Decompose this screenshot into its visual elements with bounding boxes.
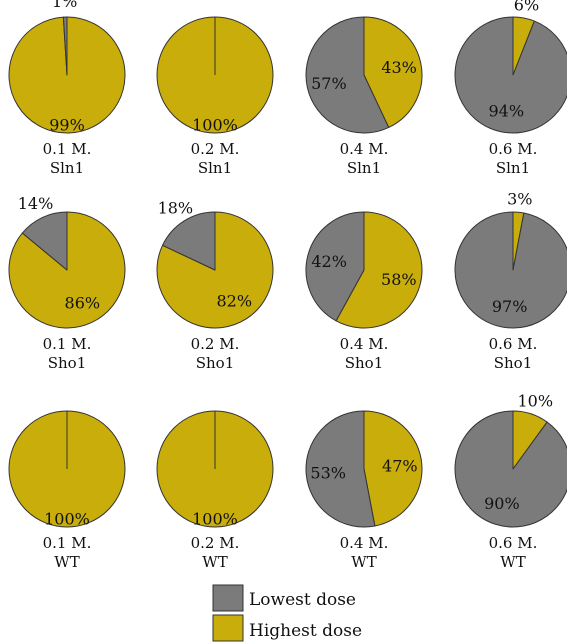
label-highest-dose: 100% — [192, 115, 238, 134]
caption-concentration: 0.6 M. — [489, 335, 538, 353]
slice-highest-dose — [363, 410, 423, 527]
label-highest-dose: 43% — [381, 58, 417, 77]
pie-r2-c3: 58% 42% 0.4 M.Sho1 — [305, 211, 423, 372]
caption-concentration: 0.4 M. — [340, 335, 389, 353]
label-lowest-dose: 1% — [52, 0, 77, 11]
caption-concentration: 0.1 M. — [43, 335, 92, 353]
pie-r1-c4: 6% 94% 0.6 M.Sln1 — [454, 0, 567, 177]
pie-r3-c2: 100% 0.2 M.WT — [156, 410, 274, 571]
label-highest-dose: 82% — [216, 291, 252, 310]
label-highest-dose: 6% — [514, 0, 539, 14]
caption-strain: Sho1 — [494, 354, 533, 372]
caption-strain: Sho1 — [48, 354, 87, 372]
caption-strain: WT — [202, 553, 227, 571]
pie-r1-c2: 100% 0.2 M.Sln1 — [156, 16, 274, 177]
caption-strain: Sln1 — [347, 159, 381, 177]
label-highest-dose: 100% — [192, 509, 238, 528]
label-lowest-dose: 53% — [310, 463, 346, 482]
caption-concentration: 0.6 M. — [489, 534, 538, 552]
legend-swatch-lowest — [212, 584, 244, 612]
legend-label-highest: Highest dose — [249, 621, 362, 641]
label-highest-dose: 58% — [381, 270, 417, 289]
slice-lowest-dose — [305, 211, 365, 322]
slice-lowest-dose — [454, 211, 567, 329]
pie-r2-c2: 82% 18% 0.2 M.Sho1 — [156, 199, 274, 372]
pie-r2-c4: 3% 97% 0.6 M.Sho1 — [454, 189, 567, 372]
caption-concentration: 0.4 M. — [340, 140, 389, 158]
caption-strain: Sln1 — [50, 159, 84, 177]
legend: Lowest dose Highest dose — [212, 584, 362, 642]
caption-concentration: 0.2 M. — [191, 335, 240, 353]
caption-concentration: 0.6 M. — [489, 140, 538, 158]
caption-concentration: 0.2 M. — [191, 534, 240, 552]
label-highest-dose: 100% — [44, 509, 90, 528]
label-highest-dose: 3% — [507, 189, 532, 208]
caption-strain: Sho1 — [345, 354, 384, 372]
slice-lowest-dose — [454, 410, 567, 528]
caption-concentration: 0.2 M. — [191, 140, 240, 158]
legend-label-lowest: Lowest dose — [249, 590, 356, 610]
slice-highest-dose — [363, 16, 423, 128]
caption-strain: WT — [500, 553, 525, 571]
slice-lowest-dose — [305, 410, 376, 528]
slice-lowest-dose — [305, 16, 390, 134]
caption-strain: Sln1 — [496, 159, 530, 177]
caption-strain: Sho1 — [196, 354, 235, 372]
slice-lowest-dose — [162, 211, 216, 271]
label-highest-dose: 10% — [517, 392, 553, 411]
label-lowest-dose: 14% — [18, 194, 54, 213]
slice-lowest-dose — [454, 16, 567, 134]
slice-lowest-dose — [21, 211, 68, 271]
caption-strain: WT — [54, 553, 79, 571]
caption-concentration: 0.1 M. — [43, 140, 92, 158]
label-highest-dose: 86% — [65, 294, 101, 313]
pie-r3-c1: 100% 0.1 M.WT — [8, 410, 126, 571]
caption-concentration: 0.1 M. — [43, 534, 92, 552]
label-lowest-dose: 57% — [311, 74, 347, 93]
legend-swatch-highest — [212, 614, 244, 642]
slice-highest-dose — [335, 211, 423, 329]
pie-r3-c3: 47% 53% 0.4 M.WT — [305, 410, 423, 571]
caption-strain: WT — [351, 553, 376, 571]
label-lowest-dose: 42% — [311, 252, 347, 271]
label-lowest-dose: 97% — [492, 297, 528, 316]
label-lowest-dose: 94% — [488, 101, 524, 120]
slice-lowest-dose — [62, 16, 68, 76]
caption-strain: Sln1 — [198, 159, 232, 177]
label-lowest-dose: 90% — [484, 494, 520, 513]
pie-r1-c1: 99% 1% 0.1 M.Sln1 — [8, 0, 126, 177]
slice-highest-dose — [156, 211, 274, 329]
pie-r3-c4: 10% 90% 0.6 M.WT — [454, 392, 567, 571]
pie-r1-c3: 43% 57% 0.4 M.Sln1 — [305, 16, 423, 177]
label-lowest-dose: 18% — [158, 199, 194, 218]
pie-r2-c1: 86% 14% 0.1 M.Sho1 — [8, 194, 126, 372]
label-highest-dose: 47% — [382, 457, 418, 476]
caption-concentration: 0.4 M. — [340, 534, 389, 552]
label-highest-dose: 99% — [49, 115, 85, 134]
